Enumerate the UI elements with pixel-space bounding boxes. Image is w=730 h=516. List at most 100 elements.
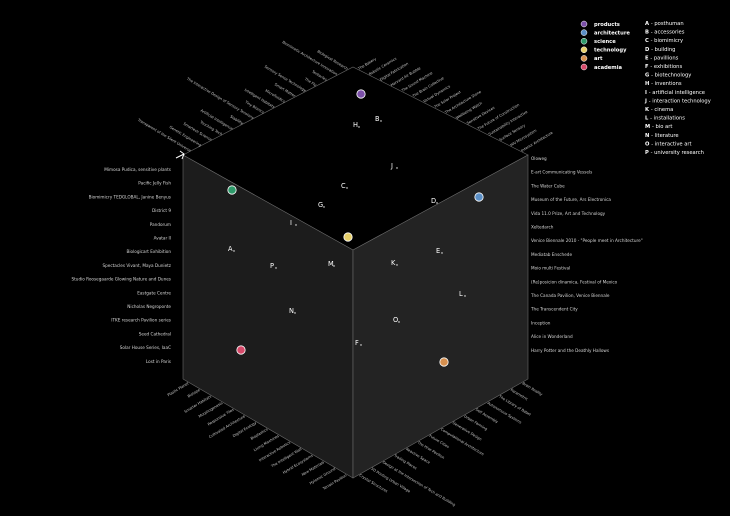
left-label: Seed Cathedral xyxy=(139,331,171,336)
right-label: Harry Potter and the Deathly Hallows xyxy=(531,348,609,353)
legend-key-M: M - bio art xyxy=(645,124,672,130)
right-label: Inception xyxy=(531,320,551,325)
point-dot-M xyxy=(333,265,335,267)
legend-category-technology: technology xyxy=(594,48,627,54)
dot-science xyxy=(227,185,237,195)
point-O: O xyxy=(393,316,398,324)
point-dot-P xyxy=(275,267,277,269)
category-legend: products architecture science technology art… xyxy=(580,20,630,71)
letter-points: H B J C G I D A P M K E L N O F xyxy=(228,115,466,347)
right-label: Xeltedarch xyxy=(531,225,554,230)
dot-architecture xyxy=(474,192,484,202)
legend-key-E: E - pavillions xyxy=(645,55,679,61)
point-dot-B xyxy=(380,120,382,122)
point-dot-H xyxy=(358,126,360,128)
point-F: F xyxy=(355,339,359,347)
left-label: Pacific Jelly Fish xyxy=(138,181,171,186)
legend-swatch-art xyxy=(580,55,588,62)
bottom-right-label: 3D Printing Urban Village xyxy=(370,467,412,494)
left-label: District 9 xyxy=(152,208,171,213)
point-N: N xyxy=(289,307,294,315)
point-dot-C xyxy=(346,187,348,189)
left-label: Spectacles Vivant, Maya Dunietz xyxy=(102,263,171,268)
right-label: Alice in Wonderland xyxy=(531,334,573,339)
left-label: Pandorum xyxy=(150,222,171,227)
legend-category-science: science xyxy=(594,39,616,45)
legend-swatch-products xyxy=(580,20,588,28)
legend-key-J: J - interaction technology xyxy=(644,98,711,104)
dot-academia xyxy=(236,345,246,355)
legend-key-N: N - literature xyxy=(645,133,679,139)
legend-key-L: L - installations xyxy=(645,116,685,122)
point-B: B xyxy=(375,115,380,123)
bottom-left-label: Cultivated Architecture xyxy=(208,414,246,439)
point-I: I xyxy=(290,219,292,227)
top-left-label: The Fly xyxy=(303,77,318,88)
legend-key-H: H - inventions xyxy=(645,81,682,87)
legend-key-F: F - exhibitions xyxy=(645,64,682,70)
legend-key-G: G - biotechnology xyxy=(645,73,691,79)
top-left-label: The Interactive Design of Sensory Tensio… xyxy=(185,76,254,120)
left-label: Avatar II xyxy=(154,236,171,241)
point-dot-I xyxy=(295,224,297,226)
right-label: The Water Cube xyxy=(530,183,565,188)
bottom-left-label: Biotope xyxy=(187,388,202,399)
left-label: Nicholas Negroponte xyxy=(127,304,171,309)
legend-swatch-science xyxy=(580,37,588,45)
legend-key-D: D - building xyxy=(645,47,675,53)
legend-swatch-architecture xyxy=(580,29,588,36)
point-H: H xyxy=(353,121,358,129)
bottom-right-label: Computational Architecture xyxy=(440,427,485,456)
cube-right-face xyxy=(352,154,529,479)
point-dot-G xyxy=(323,206,325,208)
point-dot-J xyxy=(396,167,398,169)
legend-category-products: products xyxy=(594,22,620,28)
legend-key-K: K - cinema xyxy=(645,107,673,113)
legend-key-C: C - biomimicry xyxy=(645,38,683,44)
right-label-column: Oloweg E-art Communicating Vessels The Wat… xyxy=(530,156,643,353)
point-dot-F xyxy=(360,344,362,346)
dot-art xyxy=(439,357,449,367)
point-J: J xyxy=(390,162,393,170)
left-label: Mimosa Pudica, sensitive plants xyxy=(104,167,171,172)
top-left-label: Stablilty xyxy=(229,115,244,126)
point-dot-E xyxy=(441,252,443,254)
right-label: The Canada Pavilion, Venice Biennale xyxy=(530,293,610,298)
top-left-label: Biological Research xyxy=(317,49,349,70)
right-label: Moio multi Festival xyxy=(531,266,570,271)
legend-key-P: P - university research xyxy=(645,150,704,156)
right-label: Venice Biennale 2010 - "People meet in A… xyxy=(531,238,643,243)
bottom-left-label: Bioplastics xyxy=(250,427,269,440)
dot-products xyxy=(356,89,366,99)
left-label: ITKE research Pavilion series xyxy=(111,318,171,323)
left-label: Lost in Paris xyxy=(146,359,171,364)
legend-swatch-academia xyxy=(580,63,588,71)
point-P: P xyxy=(270,262,274,270)
legend-key-B: B - accessories xyxy=(645,30,685,36)
left-label-column: Mimosa Pudica, sensitive plants Pacific J… xyxy=(71,167,171,364)
point-dot-K xyxy=(396,264,398,266)
point-dot-D xyxy=(436,202,438,204)
legend-key-A: A - posthuman xyxy=(645,21,684,27)
legend-category-academia: academia xyxy=(594,65,622,71)
right-label: E-art Communicating Vessels xyxy=(531,170,592,175)
point-A: A xyxy=(228,245,233,253)
bottom-right-label: Future Cities xyxy=(428,434,450,449)
point-E: E xyxy=(436,247,440,255)
point-K: K xyxy=(391,259,396,267)
left-label: Eastgate Centre xyxy=(137,290,171,295)
top-left-label: Tentacles xyxy=(310,69,327,82)
point-G: G xyxy=(318,201,323,209)
letter-key-legend: A - posthuman B - accessories C - biomimic… xyxy=(644,21,711,156)
right-label: The Transcendent City xyxy=(530,307,578,312)
point-C: C xyxy=(341,182,346,190)
legend-key-O: O - interactive art xyxy=(645,141,692,147)
left-label: Solar House Series, IaaC xyxy=(120,345,171,350)
legend-key-I: I - artificial intelligence xyxy=(645,90,705,96)
right-label: Oloweg xyxy=(531,156,547,161)
dot-technology xyxy=(343,232,353,242)
point-dot-L xyxy=(464,295,466,297)
point-M: M xyxy=(328,260,334,268)
arrow-marker-icon xyxy=(175,150,185,160)
